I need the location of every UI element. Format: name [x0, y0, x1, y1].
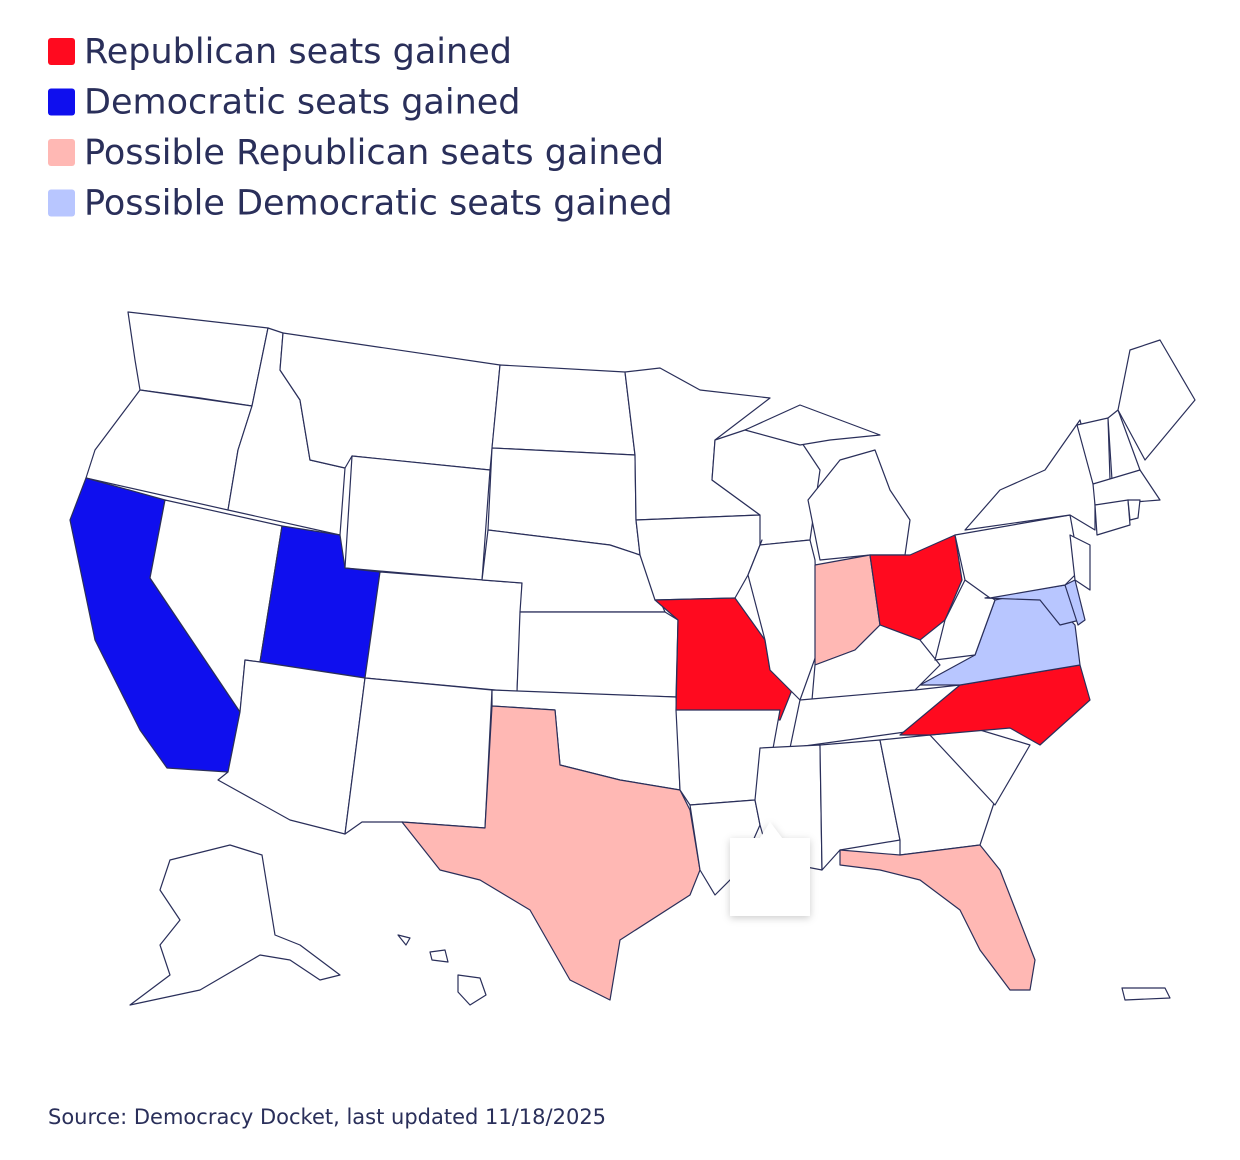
nd — [491, 364, 636, 456]
hi — [397, 934, 487, 1006]
states — [69, 311, 1196, 1006]
ny — [964, 419, 1096, 531]
tooltip-box — [730, 822, 810, 916]
al — [819, 739, 901, 871]
mi — [744, 404, 911, 561]
ma — [1092, 469, 1161, 506]
nj — [1069, 534, 1091, 591]
ia — [635, 514, 763, 601]
wy — [344, 455, 491, 581]
legend-swatch — [48, 88, 75, 116]
legend-label: Democratic seats gained — [84, 83, 521, 123]
de — [1064, 579, 1086, 626]
il — [747, 539, 819, 701]
tooltip — [730, 822, 810, 916]
legend-swatch — [48, 189, 75, 217]
tx — [401, 705, 701, 1001]
legend-swatch — [48, 38, 75, 65]
legend-swatch — [48, 139, 75, 166]
legend-label: Possible Republican seats gained — [84, 133, 664, 173]
legend: Republican seats gained Democratic seats … — [48, 32, 673, 224]
ri — [1127, 499, 1141, 521]
legend-label: Republican seats gained — [84, 32, 512, 72]
ct — [1094, 499, 1131, 536]
me — [1117, 339, 1196, 461]
ks — [516, 611, 679, 698]
fl — [839, 844, 1036, 991]
pr — [1121, 987, 1171, 1001]
legend-label: Possible Democratic seats gained — [84, 184, 673, 224]
mt — [279, 332, 501, 471]
co — [364, 571, 523, 693]
ak — [129, 844, 341, 1006]
nm — [344, 677, 493, 835]
source-note: Source: Democracy Docket, last updated 1… — [48, 1105, 606, 1129]
